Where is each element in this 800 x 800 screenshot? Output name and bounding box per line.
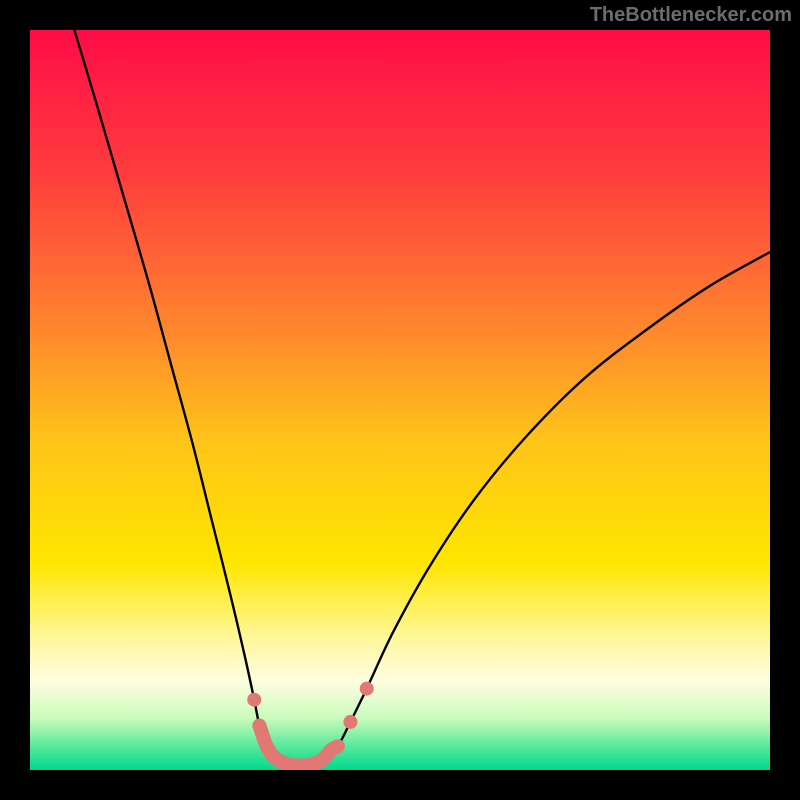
left-curve [74, 30, 280, 764]
valley-connector [259, 726, 337, 766]
valley-marker [360, 682, 374, 696]
valley-marker [331, 739, 345, 753]
right-curve [320, 252, 770, 764]
chart-root: TheBottlenecker.com [0, 0, 800, 800]
valley-marker [343, 715, 357, 729]
valley-marker [247, 693, 261, 707]
watermark-text: TheBottlenecker.com [590, 4, 792, 27]
valley-marker [252, 719, 266, 733]
plot-area [30, 30, 770, 770]
curve-svg [30, 30, 770, 770]
